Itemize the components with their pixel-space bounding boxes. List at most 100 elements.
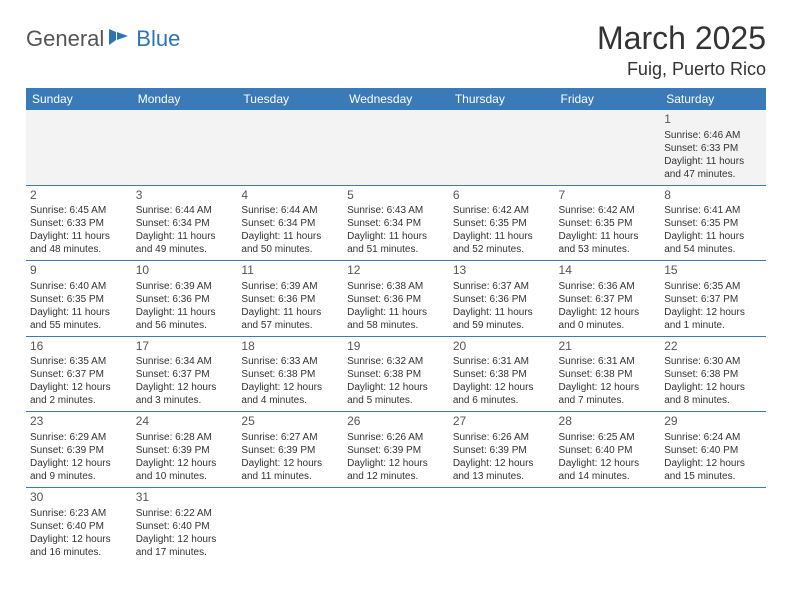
day-number: 4 [241, 188, 339, 204]
day-cell: 7Sunrise: 6:42 AMSunset: 6:35 PMDaylight… [555, 185, 661, 261]
daylight-text: and 47 minutes. [664, 168, 762, 181]
day-cell: 19Sunrise: 6:32 AMSunset: 6:38 PMDayligh… [343, 336, 449, 412]
day-number: 13 [453, 263, 551, 279]
day-cell: 1Sunrise: 6:46 AMSunset: 6:33 PMDaylight… [660, 110, 766, 185]
day-number: 31 [136, 490, 234, 506]
day-number: 10 [136, 263, 234, 279]
day-number: 30 [30, 490, 128, 506]
col-tuesday: Tuesday [237, 88, 343, 110]
daylight-text: Daylight: 11 hours [30, 306, 128, 319]
daylight-text: and 10 minutes. [136, 470, 234, 483]
sunset-text: Sunset: 6:34 PM [136, 217, 234, 230]
sunrise-text: Sunrise: 6:22 AM [136, 507, 234, 520]
daylight-text: Daylight: 12 hours [30, 533, 128, 546]
daylight-text: Daylight: 12 hours [664, 306, 762, 319]
day-cell: 30Sunrise: 6:23 AMSunset: 6:40 PMDayligh… [26, 487, 132, 562]
daylight-text: and 5 minutes. [347, 394, 445, 407]
sunrise-text: Sunrise: 6:31 AM [559, 355, 657, 368]
daylight-text: and 50 minutes. [241, 243, 339, 256]
sunset-text: Sunset: 6:40 PM [664, 444, 762, 457]
day-number: 18 [241, 339, 339, 355]
day-cell: 10Sunrise: 6:39 AMSunset: 6:36 PMDayligh… [132, 261, 238, 337]
col-friday: Friday [555, 88, 661, 110]
day-cell [237, 110, 343, 185]
daylight-text: Daylight: 12 hours [30, 381, 128, 394]
day-cell [660, 487, 766, 562]
daylight-text: and 12 minutes. [347, 470, 445, 483]
sunset-text: Sunset: 6:38 PM [347, 368, 445, 381]
col-wednesday: Wednesday [343, 88, 449, 110]
week-row: 1Sunrise: 6:46 AMSunset: 6:33 PMDaylight… [26, 110, 766, 185]
day-number: 7 [559, 188, 657, 204]
sunset-text: Sunset: 6:34 PM [347, 217, 445, 230]
day-number: 22 [664, 339, 762, 355]
day-cell: 29Sunrise: 6:24 AMSunset: 6:40 PMDayligh… [660, 412, 766, 488]
sunrise-text: Sunrise: 6:30 AM [664, 355, 762, 368]
sunset-text: Sunset: 6:39 PM [241, 444, 339, 457]
sunrise-text: Sunrise: 6:35 AM [664, 280, 762, 293]
daylight-text: Daylight: 12 hours [559, 306, 657, 319]
day-number: 2 [30, 188, 128, 204]
calendar-table: Sunday Monday Tuesday Wednesday Thursday… [26, 88, 766, 563]
daylight-text: and 13 minutes. [453, 470, 551, 483]
day-cell: 18Sunrise: 6:33 AMSunset: 6:38 PMDayligh… [237, 336, 343, 412]
sunset-text: Sunset: 6:38 PM [559, 368, 657, 381]
sunrise-text: Sunrise: 6:43 AM [347, 204, 445, 217]
sunrise-text: Sunrise: 6:45 AM [30, 204, 128, 217]
sunset-text: Sunset: 6:38 PM [241, 368, 339, 381]
daylight-text: Daylight: 11 hours [347, 306, 445, 319]
day-cell: 28Sunrise: 6:25 AMSunset: 6:40 PMDayligh… [555, 412, 661, 488]
daylight-text: and 8 minutes. [664, 394, 762, 407]
day-cell: 5Sunrise: 6:43 AMSunset: 6:34 PMDaylight… [343, 185, 449, 261]
sunset-text: Sunset: 6:33 PM [30, 217, 128, 230]
day-cell: 14Sunrise: 6:36 AMSunset: 6:37 PMDayligh… [555, 261, 661, 337]
daylight-text: and 1 minute. [664, 319, 762, 332]
day-cell [449, 487, 555, 562]
daylight-text: and 9 minutes. [30, 470, 128, 483]
sunset-text: Sunset: 6:35 PM [559, 217, 657, 230]
daylight-text: and 2 minutes. [30, 394, 128, 407]
daylight-text: and 4 minutes. [241, 394, 339, 407]
day-number: 25 [241, 414, 339, 430]
sunrise-text: Sunrise: 6:46 AM [664, 129, 762, 142]
daylight-text: and 16 minutes. [30, 546, 128, 559]
sunrise-text: Sunrise: 6:26 AM [453, 431, 551, 444]
day-cell [26, 110, 132, 185]
sunrise-text: Sunrise: 6:42 AM [559, 204, 657, 217]
sunrise-text: Sunrise: 6:37 AM [453, 280, 551, 293]
day-cell: 11Sunrise: 6:39 AMSunset: 6:36 PMDayligh… [237, 261, 343, 337]
daylight-text: and 55 minutes. [30, 319, 128, 332]
daylight-text: and 57 minutes. [241, 319, 339, 332]
header-row: Sunday Monday Tuesday Wednesday Thursday… [26, 88, 766, 110]
daylight-text: Daylight: 11 hours [241, 230, 339, 243]
sunrise-text: Sunrise: 6:31 AM [453, 355, 551, 368]
calendar-page: General Blue March 2025 Fuig, Puerto Ric… [0, 0, 792, 563]
title-block: March 2025 Fuig, Puerto Rico [597, 20, 766, 80]
day-cell: 21Sunrise: 6:31 AMSunset: 6:38 PMDayligh… [555, 336, 661, 412]
day-cell: 13Sunrise: 6:37 AMSunset: 6:36 PMDayligh… [449, 261, 555, 337]
sunrise-text: Sunrise: 6:39 AM [136, 280, 234, 293]
daylight-text: Daylight: 12 hours [136, 533, 234, 546]
daylight-text: and 58 minutes. [347, 319, 445, 332]
daylight-text: Daylight: 12 hours [136, 457, 234, 470]
daylight-text: Daylight: 11 hours [664, 230, 762, 243]
sunrise-text: Sunrise: 6:38 AM [347, 280, 445, 293]
location: Fuig, Puerto Rico [597, 59, 766, 80]
daylight-text: Daylight: 11 hours [136, 230, 234, 243]
sunset-text: Sunset: 6:35 PM [30, 293, 128, 306]
daylight-text: Daylight: 12 hours [664, 381, 762, 394]
day-number: 16 [30, 339, 128, 355]
daylight-text: Daylight: 12 hours [559, 381, 657, 394]
daylight-text: Daylight: 12 hours [453, 457, 551, 470]
day-cell [555, 110, 661, 185]
day-cell: 20Sunrise: 6:31 AMSunset: 6:38 PMDayligh… [449, 336, 555, 412]
sunset-text: Sunset: 6:33 PM [664, 142, 762, 155]
sunrise-text: Sunrise: 6:42 AM [453, 204, 551, 217]
sunrise-text: Sunrise: 6:36 AM [559, 280, 657, 293]
daylight-text: and 54 minutes. [664, 243, 762, 256]
daylight-text: Daylight: 12 hours [30, 457, 128, 470]
day-cell [343, 487, 449, 562]
day-cell: 9Sunrise: 6:40 AMSunset: 6:35 PMDaylight… [26, 261, 132, 337]
day-number: 28 [559, 414, 657, 430]
daylight-text: and 48 minutes. [30, 243, 128, 256]
